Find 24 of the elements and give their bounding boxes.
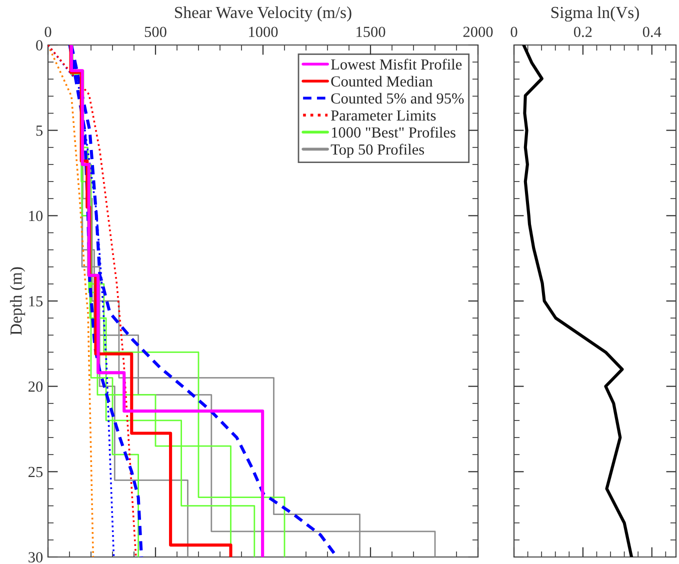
x-axis-title: Sigma ln(Vs)	[551, 6, 639, 22]
x-tick-label: 1500	[356, 26, 386, 38]
y-axis-title: Depth (m)	[10, 267, 26, 335]
x-tick-label: 0	[510, 26, 518, 38]
x-axis-title: Shear Wave Velocity (m/s)	[175, 6, 352, 22]
x-tick-label: 0.2	[574, 26, 592, 38]
y-tick-label: 30	[28, 552, 43, 562]
legend-label: Top 50 Profiles	[330, 144, 424, 158]
x-tick-label: 1000	[249, 26, 278, 38]
y-tick-label: 25	[28, 466, 43, 478]
legend-label: Counted Median	[331, 76, 433, 87]
x-tick-label: 2000	[463, 26, 493, 38]
legend-label: Parameter Limits	[331, 110, 436, 121]
y-tick-label: 10	[29, 210, 43, 222]
x-tick-label: 0.4	[642, 26, 662, 38]
legend-label: Counted 5% and 95%	[331, 92, 464, 104]
legend-label: 1000 "Best" Profiles	[332, 126, 456, 138]
legend-label: Lowest Misfit Profile	[331, 58, 462, 70]
x-tick-label: 0	[44, 26, 52, 38]
y-tick-label: 15	[29, 296, 43, 306]
y-tick-label: 20	[28, 381, 43, 392]
y-tick-label: 5	[36, 126, 43, 136]
x-tick-label: 500	[144, 26, 166, 38]
y-tick-label: 0	[36, 40, 43, 50]
